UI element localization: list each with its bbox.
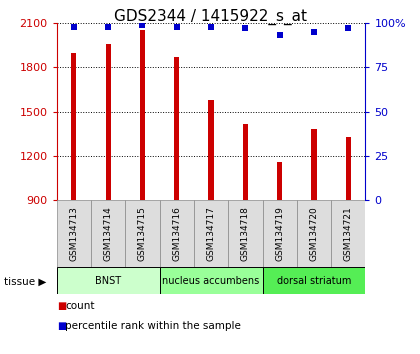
Text: percentile rank within the sample: percentile rank within the sample	[65, 321, 241, 331]
Text: GSM134716: GSM134716	[172, 206, 181, 261]
Bar	[297, 200, 331, 267]
Bar	[277, 162, 282, 200]
Bar	[57, 267, 160, 294]
Bar	[160, 267, 262, 294]
Text: nucleus accumbens: nucleus accumbens	[163, 275, 260, 286]
Bar	[208, 100, 214, 200]
Bar	[194, 200, 228, 267]
Bar	[105, 44, 111, 200]
Text: GSM134719: GSM134719	[275, 206, 284, 261]
Text: ■: ■	[57, 321, 66, 331]
Bar	[91, 200, 125, 267]
Text: GSM134714: GSM134714	[104, 206, 113, 261]
Text: GSM134717: GSM134717	[207, 206, 215, 261]
Point	[310, 29, 318, 35]
Bar	[71, 52, 76, 200]
Bar	[262, 267, 365, 294]
Text: GSM134718: GSM134718	[241, 206, 250, 261]
Text: GSM134713: GSM134713	[69, 206, 79, 261]
Point	[71, 24, 77, 29]
Bar	[346, 137, 351, 200]
Text: GDS2344 / 1415922_s_at: GDS2344 / 1415922_s_at	[113, 9, 307, 25]
Text: GSM134720: GSM134720	[310, 206, 318, 261]
Text: count: count	[65, 301, 94, 311]
Point	[242, 25, 249, 31]
Point	[105, 24, 112, 29]
Text: tissue ▶: tissue ▶	[4, 276, 47, 286]
Point	[345, 25, 352, 31]
Bar	[331, 200, 365, 267]
Bar	[174, 57, 179, 200]
Bar	[228, 200, 262, 267]
Text: dorsal striatum: dorsal striatum	[277, 275, 351, 286]
Bar	[125, 200, 160, 267]
Point	[139, 22, 146, 28]
Text: GSM134721: GSM134721	[344, 206, 353, 261]
Bar	[140, 30, 145, 200]
Point	[276, 33, 283, 38]
Bar	[311, 129, 317, 200]
Bar	[160, 200, 194, 267]
Bar	[57, 200, 91, 267]
Point	[208, 24, 215, 29]
Text: GSM134715: GSM134715	[138, 206, 147, 261]
Bar	[243, 124, 248, 200]
Point	[173, 24, 180, 29]
Bar	[262, 200, 297, 267]
Text: BNST: BNST	[95, 275, 121, 286]
Text: ■: ■	[57, 301, 66, 311]
